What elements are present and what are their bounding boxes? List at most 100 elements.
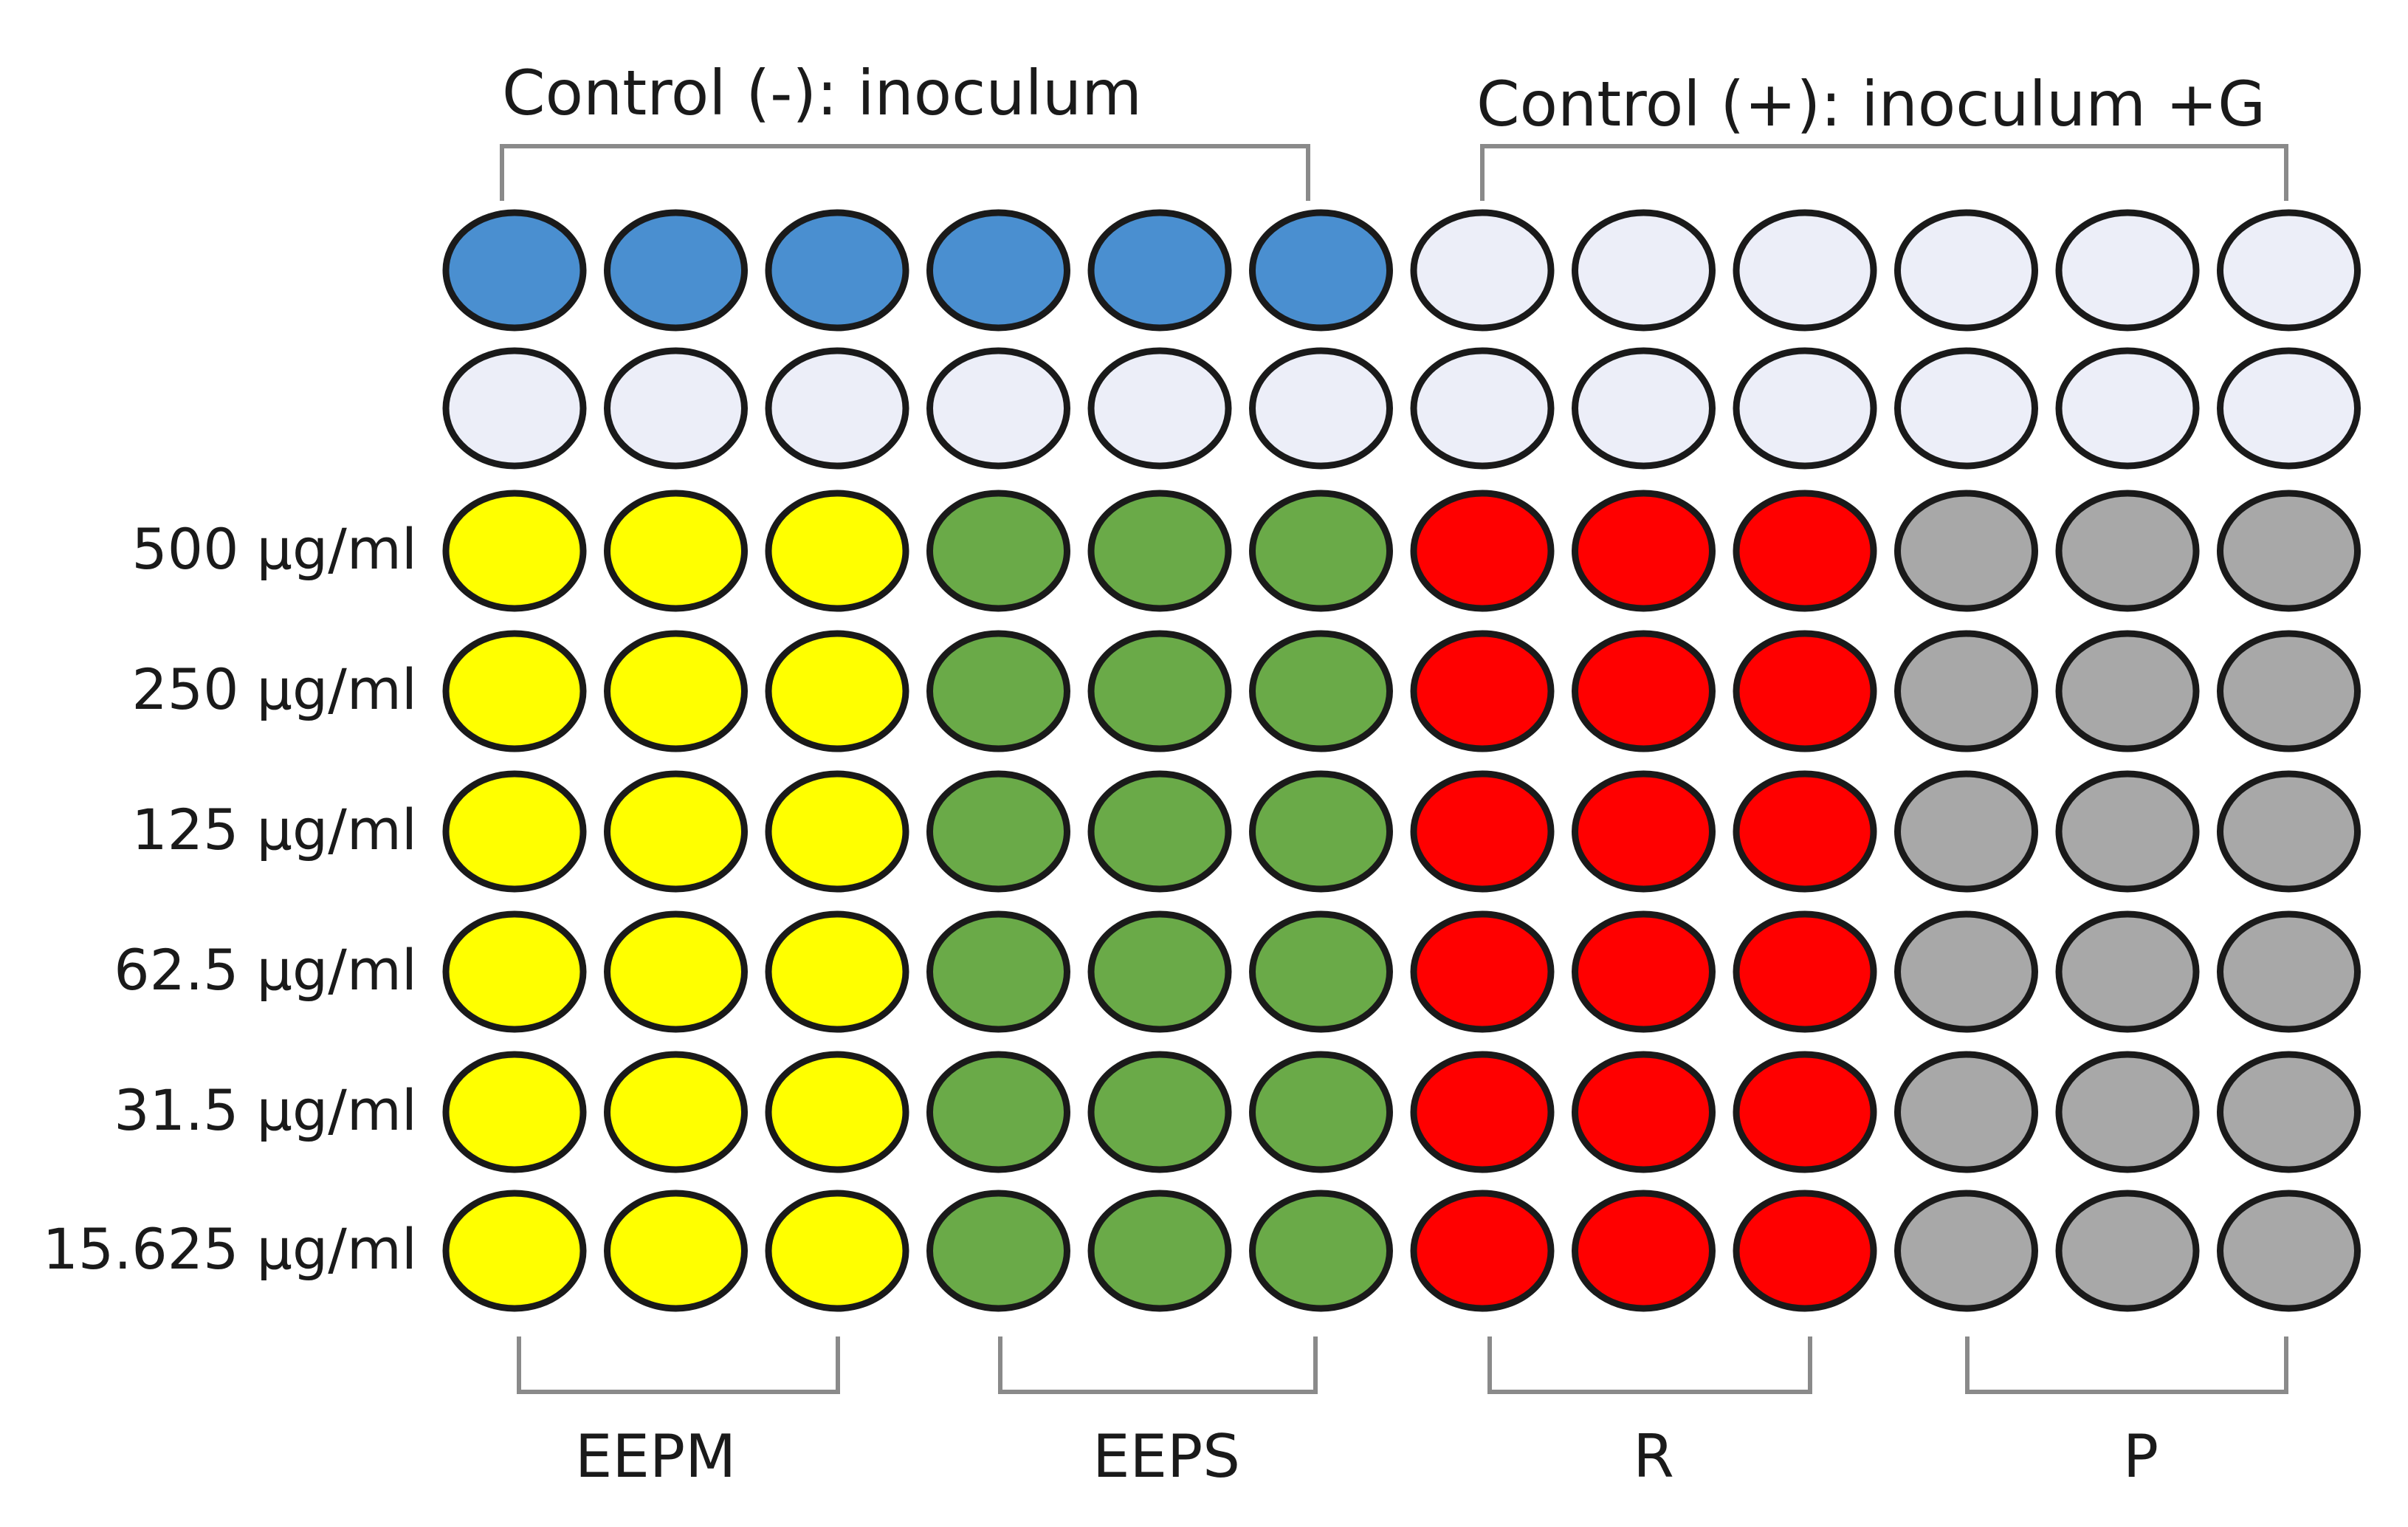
well-r4-c2-eepm xyxy=(604,630,748,752)
well-r5-c7-r xyxy=(1410,770,1555,893)
well-r5-c3-eepm xyxy=(765,770,909,893)
row-label-62-5: 62.5 µg/ml xyxy=(114,937,417,1003)
well-r3-c10-p xyxy=(1894,490,2038,612)
row-label-125: 125 µg/ml xyxy=(131,797,417,862)
well-r8-c10-p xyxy=(1894,1190,2038,1312)
well-r2-c12-empty xyxy=(2217,347,2361,470)
well-r7-c1-eepm xyxy=(442,1051,587,1173)
row-label-250: 250 µg/ml xyxy=(131,656,417,722)
bottom-label-eepm: EEPM xyxy=(575,1422,736,1491)
well-r8-c2-eepm xyxy=(604,1190,748,1312)
well-r6-c9-r xyxy=(1733,910,1877,1033)
well-r6-c11-p xyxy=(2055,910,2200,1033)
well-r2-c6-empty xyxy=(1249,347,1393,470)
bottom-label-p: P xyxy=(2123,1422,2158,1491)
well-r6-c1-eepm xyxy=(442,910,587,1033)
well-r6-c12-p xyxy=(2217,910,2361,1033)
well-r6-c7-r xyxy=(1410,910,1555,1033)
well-r7-c6-eeps xyxy=(1249,1051,1393,1173)
well-r7-c7-r xyxy=(1410,1051,1555,1173)
well-r4-c6-eeps xyxy=(1249,630,1393,752)
well-r7-c4-eeps xyxy=(926,1051,1070,1173)
bracket-p xyxy=(1965,1336,2288,1394)
well-r5-c1-eepm xyxy=(442,770,587,893)
well-r5-c5-eeps xyxy=(1087,770,1232,893)
well-r8-c8-r xyxy=(1572,1190,1716,1312)
well-r4-c1-eepm xyxy=(442,630,587,752)
well-r3-c6-eeps xyxy=(1249,490,1393,612)
well-r2-c11-empty xyxy=(2055,347,2200,470)
well-r3-c7-r xyxy=(1410,490,1555,612)
well-r1-c11-empty xyxy=(2055,209,2200,332)
well-r5-c9-r xyxy=(1733,770,1877,893)
row-label-15-625: 15.625 µg/ml xyxy=(43,1216,417,1282)
bracket-r xyxy=(1487,1336,1812,1394)
well-r3-c3-eepm xyxy=(765,490,909,612)
well-r1-c4-negative-control xyxy=(926,209,1070,332)
well-r7-c9-r xyxy=(1733,1051,1877,1173)
well-r7-c12-p xyxy=(2217,1051,2361,1173)
well-r1-c9-empty xyxy=(1733,209,1877,332)
well-r2-c8-empty xyxy=(1572,347,1716,470)
well-r2-c5-empty xyxy=(1087,347,1232,470)
well-r1-c6-negative-control xyxy=(1249,209,1393,332)
well-r1-c7-empty xyxy=(1410,209,1555,332)
well-r4-c7-r xyxy=(1410,630,1555,752)
well-r1-c3-negative-control xyxy=(765,209,909,332)
well-r2-c4-empty xyxy=(926,347,1070,470)
well-r6-c4-eeps xyxy=(926,910,1070,1033)
well-r2-c10-empty xyxy=(1894,347,2038,470)
bottom-label-eeps: EEPS xyxy=(1093,1422,1240,1491)
well-r4-c10-p xyxy=(1894,630,2038,752)
well-r1-c1-negative-control xyxy=(442,209,587,332)
well-r4-c5-eeps xyxy=(1087,630,1232,752)
well-r7-c10-p xyxy=(1894,1051,2038,1173)
well-r2-c3-empty xyxy=(765,347,909,470)
well-r8-c5-eeps xyxy=(1087,1190,1232,1312)
well-r4-c11-p xyxy=(2055,630,2200,752)
well-r1-c2-negative-control xyxy=(604,209,748,332)
well-r2-c9-empty xyxy=(1733,347,1877,470)
well-r5-c6-eeps xyxy=(1249,770,1393,893)
well-r5-c4-eeps xyxy=(926,770,1070,893)
well-r3-c1-eepm xyxy=(442,490,587,612)
well-r2-c1-empty xyxy=(442,347,587,470)
well-r4-c8-r xyxy=(1572,630,1716,752)
well-r4-c4-eeps xyxy=(926,630,1070,752)
well-r5-c11-p xyxy=(2055,770,2200,893)
well-r4-c3-eepm xyxy=(765,630,909,752)
well-r8-c11-p xyxy=(2055,1190,2200,1312)
well-r6-c10-p xyxy=(1894,910,2038,1033)
well-r6-c2-eepm xyxy=(604,910,748,1033)
well-r5-c2-eepm xyxy=(604,770,748,893)
row-labels: 500 µg/ml 250 µg/ml 125 µg/ml 62.5 µg/ml… xyxy=(43,516,417,1282)
well-r6-c3-eepm xyxy=(765,910,909,1033)
well-r3-c4-eeps xyxy=(926,490,1070,612)
well-r1-c8-empty xyxy=(1572,209,1716,332)
row-label-500: 500 µg/ml xyxy=(131,516,417,582)
top-label-positive-control: Control (+): inoculum +G xyxy=(1476,68,2266,140)
well-r6-c8-r xyxy=(1572,910,1716,1033)
well-r5-c8-r xyxy=(1572,770,1716,893)
bracket-eepm xyxy=(517,1336,840,1394)
well-r7-c2-eepm xyxy=(604,1051,748,1173)
well-r1-c12-empty xyxy=(2217,209,2361,332)
well-r2-c2-empty xyxy=(604,347,748,470)
wells-grid xyxy=(442,209,2361,1312)
well-r3-c5-eeps xyxy=(1087,490,1232,612)
top-label-negative-control: Control (-): inoculum xyxy=(502,57,1142,129)
bracket-positive-control xyxy=(1480,144,2288,201)
well-r8-c9-r xyxy=(1733,1190,1877,1312)
well-r7-c5-eeps xyxy=(1087,1051,1232,1173)
well-r2-c7-empty xyxy=(1410,347,1555,470)
well-r3-c11-p xyxy=(2055,490,2200,612)
well-r4-c12-p xyxy=(2217,630,2361,752)
well-r7-c3-eepm xyxy=(765,1051,909,1173)
well-r8-c6-eeps xyxy=(1249,1190,1393,1312)
well-r1-c5-negative-control xyxy=(1087,209,1232,332)
well-r4-c9-r xyxy=(1733,630,1877,752)
well-r8-c12-p xyxy=(2217,1190,2361,1312)
well-r3-c2-eepm xyxy=(604,490,748,612)
well-r6-c6-eeps xyxy=(1249,910,1393,1033)
